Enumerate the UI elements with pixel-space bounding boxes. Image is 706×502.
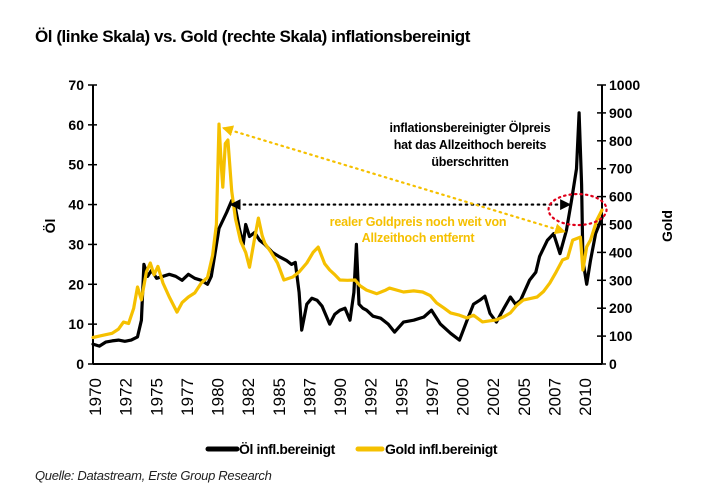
y-right-tick-label: 0 bbox=[609, 356, 617, 372]
y-right-tick-label: 900 bbox=[609, 105, 633, 121]
gold-annotation-line: Allzeithoch entfernt bbox=[362, 231, 476, 245]
y-right-tick-label: 400 bbox=[609, 244, 633, 260]
x-tick-label: 1995 bbox=[392, 378, 411, 416]
y-left-tick-label: 20 bbox=[68, 276, 84, 292]
x-tick-label: 1997 bbox=[423, 378, 442, 416]
y-right-tick-label: 200 bbox=[609, 300, 633, 316]
y-left-tick-label: 70 bbox=[68, 77, 84, 93]
x-tick-label: 1970 bbox=[86, 378, 105, 416]
x-tick-label: 1982 bbox=[239, 378, 258, 416]
source-note: Quelle: Datastream, Erste Group Research bbox=[35, 468, 272, 483]
x-tick-label: 2000 bbox=[454, 378, 473, 416]
x-tick-label: 2002 bbox=[484, 378, 503, 416]
x-tick-label: 1992 bbox=[362, 378, 381, 416]
x-tick-label: 2005 bbox=[515, 378, 534, 416]
x-tick-label: 2010 bbox=[576, 378, 595, 416]
y-left-tick-label: 50 bbox=[68, 157, 84, 173]
y-axis-left-title: Öl bbox=[42, 219, 58, 234]
series-layer bbox=[91, 111, 604, 348]
legend: Öl infl.bereinigt Gold infl.bereinigt bbox=[205, 441, 498, 457]
x-tick-label: 1985 bbox=[270, 378, 289, 416]
y-right-tick-label: 1000 bbox=[609, 77, 640, 93]
x-tick-label: 1980 bbox=[209, 378, 228, 416]
oil-annotation: inflationsbereinigter Ölpreis hat das All… bbox=[390, 120, 551, 169]
y-left-tick-label: 30 bbox=[68, 236, 84, 252]
gold-annotation: realer Goldpreis noch weit von Allzeithoc… bbox=[330, 215, 507, 245]
x-tick-label: 1975 bbox=[147, 378, 166, 416]
x-tick-label: 1972 bbox=[117, 378, 136, 416]
y-left-tick-label: 60 bbox=[68, 117, 84, 133]
y-left-tick-label: 10 bbox=[68, 316, 84, 332]
x-tick-label: 1987 bbox=[300, 378, 319, 416]
y-right-tick-label: 800 bbox=[609, 133, 633, 149]
axes: 0102030405060700100200300400500600700800… bbox=[68, 77, 640, 416]
x-tick-label: 1990 bbox=[331, 378, 350, 416]
series-line-gold bbox=[91, 122, 604, 340]
chart-title: Öl (linke Skala) vs. Gold (rechte Skala)… bbox=[35, 27, 470, 46]
y-right-tick-label: 100 bbox=[609, 328, 633, 344]
y-left-tick-label: 40 bbox=[68, 197, 84, 213]
oil-annotation-line: überschritten bbox=[431, 155, 508, 169]
y-right-tick-label: 300 bbox=[609, 272, 633, 288]
x-tick-label: 2007 bbox=[545, 378, 564, 416]
x-tick-label: 1977 bbox=[178, 378, 197, 416]
y-right-tick-label: 700 bbox=[609, 161, 633, 177]
series-line-oil bbox=[91, 111, 604, 348]
oil-annotation-line: hat das Allzeithoch bereits bbox=[394, 138, 547, 152]
highlight-ellipse bbox=[547, 192, 608, 227]
legend-label-gold: Gold infl.bereinigt bbox=[385, 441, 498, 457]
gold-peak-arrow bbox=[221, 125, 566, 235]
gold-annotation-line: realer Goldpreis noch weit von bbox=[330, 215, 507, 229]
legend-label-oil: Öl infl.bereinigt bbox=[239, 441, 336, 457]
y-axis-right-title: Gold bbox=[659, 210, 675, 242]
y-left-tick-label: 0 bbox=[76, 356, 84, 372]
oil-annotation-line: inflationsbereinigter Ölpreis bbox=[390, 120, 551, 135]
y-right-tick-label: 500 bbox=[609, 217, 633, 233]
y-right-tick-label: 600 bbox=[609, 189, 633, 205]
annotation-layer: inflationsbereinigter Ölpreis hat das All… bbox=[221, 120, 608, 245]
